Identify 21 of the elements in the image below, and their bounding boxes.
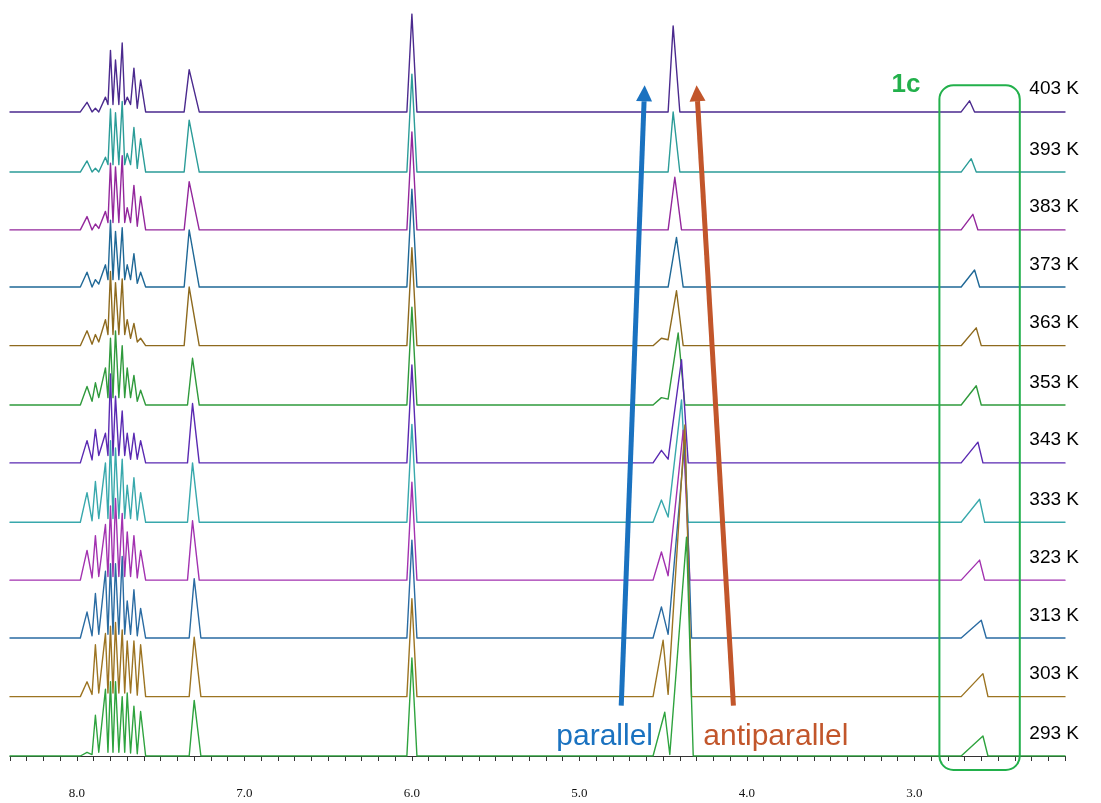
- series-label: 393 K: [1029, 137, 1080, 159]
- series-label: 403 K: [1029, 77, 1080, 99]
- x-tick-label: 8.0: [68, 785, 86, 800]
- annotation: parallel: [556, 718, 654, 752]
- series-label: 343 K: [1029, 428, 1080, 450]
- x-tick-label: 3.0: [906, 785, 923, 800]
- x-tick-label: 4.0: [738, 785, 755, 800]
- series-label: 363 K: [1029, 311, 1080, 333]
- x-tick-label: 7.0: [236, 785, 253, 800]
- series-label: 303 K: [1029, 662, 1080, 684]
- series-label: 353 K: [1029, 370, 1080, 392]
- series-label: 313 K: [1029, 603, 1080, 625]
- series-label: 293 K: [1029, 721, 1080, 743]
- series-label: 323 K: [1029, 545, 1080, 567]
- annotation: antiparallel: [703, 718, 849, 752]
- series-label: 383 K: [1029, 195, 1080, 217]
- series-label: 373 K: [1029, 252, 1080, 274]
- annotation: 1c: [891, 68, 921, 99]
- series-label: 333 K: [1029, 487, 1080, 509]
- x-tick-label: 6.0: [403, 785, 421, 800]
- x-tick-label: 5.0: [571, 785, 588, 800]
